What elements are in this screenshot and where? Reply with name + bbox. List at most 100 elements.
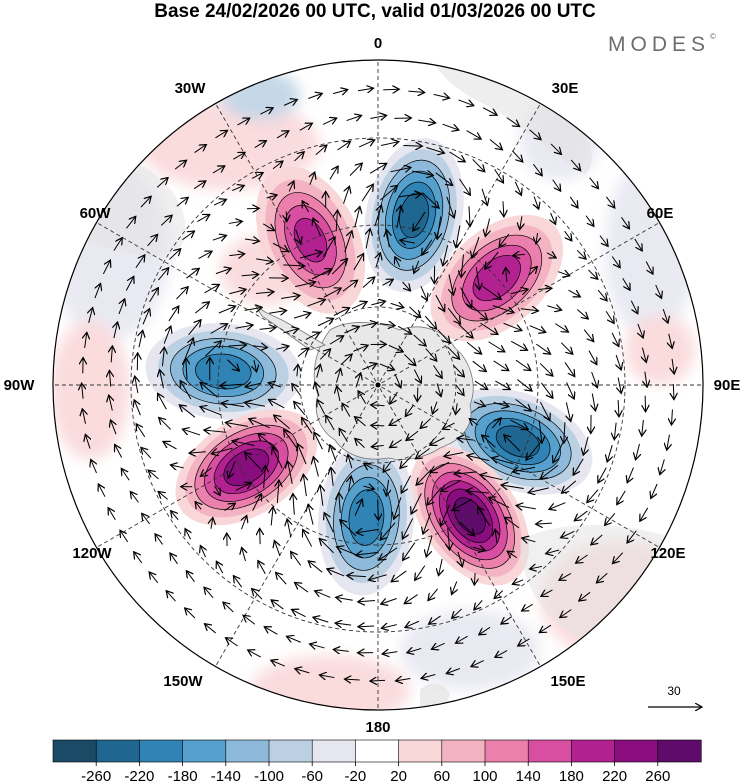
wind-arrow [482,285,501,299]
wind-arrow [343,187,350,204]
wind-arrow [414,260,419,272]
wind-arrow [168,307,178,322]
wind-arrow [424,315,436,328]
wind-arrow [475,600,483,609]
wind-arrow [135,256,144,269]
wind-arrow [221,384,243,386]
wind-arrow [576,249,585,258]
wind-arrow [425,348,436,361]
wind-arrow [110,371,111,387]
wind-arrow [441,479,462,490]
wind-arrow [287,520,291,538]
wind-arrow [186,269,198,279]
wind-arrow [628,467,634,482]
wind-arrow [226,638,238,647]
wind-arrow [473,402,484,406]
wind-arrow [298,445,307,465]
wind-arrow [418,120,434,123]
wind-arrow [244,616,256,625]
wind-arrow [196,502,201,510]
wind-arrow [187,572,195,582]
wind-arrow [433,365,441,377]
wind-arrow [380,142,398,146]
wind-arrow [259,328,275,330]
wind-arrow [201,467,213,476]
wind-arrow [266,195,277,198]
wind-arrow [599,235,607,246]
wind-arrow [326,416,335,431]
wind-arrow [449,151,465,161]
wind-arrow [452,608,462,618]
map-boundary [52,59,704,711]
wind-arrow [337,598,353,601]
wind-arrow [329,336,343,345]
wind-arrow [472,236,480,257]
wind-arrow [382,599,397,604]
wind-arrow [273,448,283,469]
wind-arrow [558,272,569,276]
wind-arrow [395,258,399,267]
wind-arrow [317,319,333,327]
wind-arrow [214,485,219,495]
wind-arrow [314,433,323,450]
wind-arrow [555,323,567,332]
wind-arrow [137,425,146,438]
lon-label-90e: 90E [714,377,741,394]
wind-arrow [550,502,566,509]
wind-arrow [317,365,320,378]
wind-arrow [299,124,312,131]
wind-arrow [522,603,533,610]
wind-arrow [228,221,241,223]
wind-arrow [401,455,412,468]
wind-arrow [344,327,358,334]
wind-arrow [167,591,176,602]
wind-arrow [345,679,360,680]
wind-arrow [421,192,438,207]
wind-arrow [147,235,157,247]
wind-arrow [310,173,315,185]
wind-arrow [469,206,470,225]
wind-arrow [474,380,487,389]
wind-arrow [417,387,418,400]
wind-arrow [311,269,331,280]
wind-arrow [514,467,536,471]
wind-arrow [502,616,512,624]
wind-arrow [334,650,349,652]
wind-arrow [359,392,367,404]
wind-arrow [605,513,616,524]
wind-arrow [348,576,366,577]
wind-arrow [234,576,243,588]
wind-arrow [218,306,235,314]
wind-arrow [294,402,306,416]
wind-arrow [361,323,376,326]
wind-arrow [413,369,420,383]
lon-label-0: 0 [374,35,382,52]
wind-arrow [139,331,143,348]
wind-arrow [355,207,360,228]
wind-arrow [485,251,499,268]
wind-arrow [272,242,288,251]
wind-arrow [271,508,273,526]
wind-arrow [252,495,261,511]
meridian-line [381,386,660,548]
wind-arrow [494,169,503,182]
wind-arrow [406,620,420,627]
wind-arrow [395,373,400,387]
wind-arrow [131,492,139,503]
wind-arrow [357,552,379,554]
wind-arrow [403,518,414,538]
wind-arrow [564,362,574,375]
wind-arrow [489,498,510,508]
wind-arrow [329,167,338,180]
wind-arrow [429,588,439,600]
wind-arrow [314,458,319,477]
wind-arrow [589,177,598,188]
wind-arrow [159,492,168,500]
wind-arrow [227,359,238,371]
wind-arrow [302,418,313,434]
wind-arrow [149,471,159,480]
wind-arrow [551,212,556,224]
meridian-line [381,222,660,384]
wind-arrow [505,518,520,529]
wind-arrow [272,661,285,666]
